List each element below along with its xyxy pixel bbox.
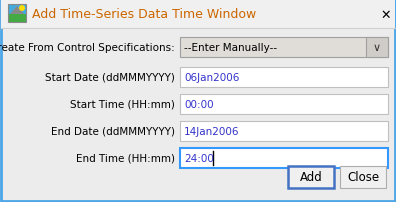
Bar (1, 1, 395, 29)
Bar (180, 95, 388, 115)
Circle shape (19, 6, 25, 12)
Text: Add Time-Series Data Time Window: Add Time-Series Data Time Window (32, 8, 256, 21)
Bar (180, 68, 388, 87)
Text: 14Jan2006: 14Jan2006 (184, 126, 240, 136)
Text: End Date (ddMMMYYYY): End Date (ddMMMYYYY) (51, 126, 175, 136)
Polygon shape (10, 7, 24, 15)
Bar (180, 148, 388, 168)
Text: Create From Control Specifications:: Create From Control Specifications: (0, 43, 175, 53)
Bar (180, 38, 388, 58)
Bar (180, 121, 388, 141)
Text: Close: Close (347, 171, 379, 184)
Text: End Time (HH:mm): End Time (HH:mm) (76, 153, 175, 163)
Text: Add: Add (300, 171, 322, 184)
Bar (8, 5, 26, 15)
Text: Start Time (HH:mm): Start Time (HH:mm) (70, 100, 175, 109)
Text: --Enter Manually--: --Enter Manually-- (184, 43, 277, 53)
Text: ✕: ✕ (381, 8, 391, 21)
Text: 00:00: 00:00 (184, 100, 213, 109)
Text: 06Jan2006: 06Jan2006 (184, 73, 239, 83)
Bar (366, 38, 388, 58)
Bar (288, 166, 334, 188)
Text: Start Date (ddMMMYYYY): Start Date (ddMMMYYYY) (45, 73, 175, 83)
Bar (8, 15, 26, 23)
Bar (8, 5, 26, 23)
Bar (340, 166, 386, 188)
Text: 24:00: 24:00 (184, 153, 214, 163)
Text: ∨: ∨ (373, 43, 381, 53)
